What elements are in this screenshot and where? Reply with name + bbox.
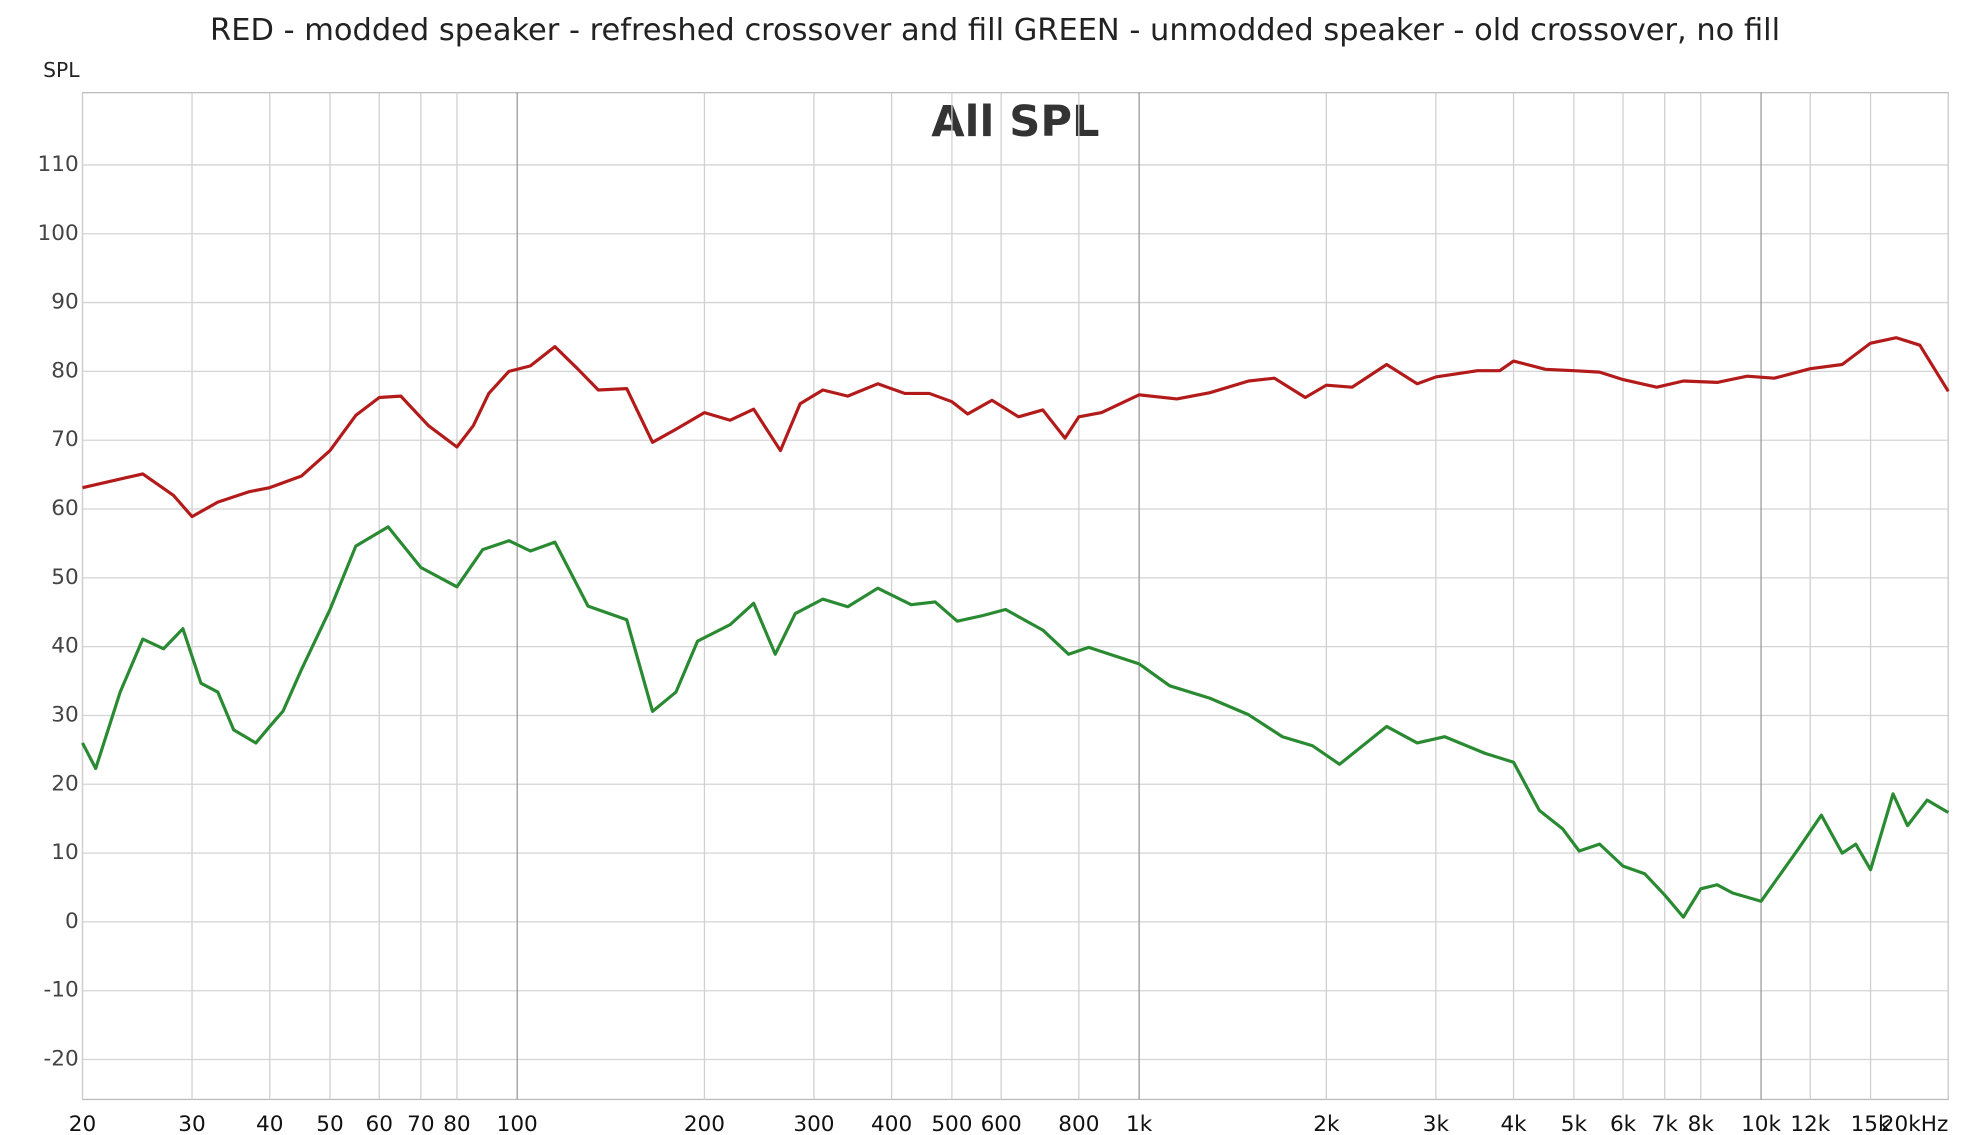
x-tick-label: 20 bbox=[69, 1112, 96, 1135]
x-tick-label: 12k bbox=[1790, 1112, 1830, 1135]
x-tick-label: 5k bbox=[1561, 1112, 1588, 1135]
y-tick-label: 90 bbox=[51, 290, 78, 315]
x-tick-label: 10k bbox=[1741, 1112, 1781, 1135]
x-tick-label: 400 bbox=[871, 1112, 912, 1135]
x-tick-label: 300 bbox=[793, 1112, 834, 1135]
y-tick-label: 40 bbox=[51, 634, 78, 659]
x-tick-label: 30 bbox=[178, 1112, 205, 1135]
x-tick-label: 500 bbox=[931, 1112, 972, 1135]
x-tick-label: 40 bbox=[256, 1112, 283, 1135]
x-tick-label: 20kHz bbox=[1881, 1112, 1948, 1135]
line-series bbox=[82, 336, 1950, 519]
x-tick-label: 15k bbox=[1851, 1112, 1891, 1135]
x-tick-label: 6k bbox=[1610, 1112, 1637, 1135]
y-axis-label: SPL bbox=[43, 58, 80, 82]
x-tick-label: 60 bbox=[366, 1112, 393, 1135]
plot-area bbox=[81, 92, 1949, 1101]
y-tick-label: -10 bbox=[43, 978, 78, 1003]
x-tick-label: 200 bbox=[684, 1112, 725, 1135]
x-tick-label: 2k bbox=[1313, 1112, 1340, 1135]
x-tick-label: 8k bbox=[1688, 1112, 1715, 1135]
y-tick-label: 0 bbox=[65, 909, 79, 934]
x-tick-label: 7k bbox=[1652, 1112, 1679, 1135]
line-series bbox=[81, 525, 1950, 919]
y-tick-label: 30 bbox=[51, 702, 78, 727]
y-tick-label: -20 bbox=[43, 1047, 78, 1072]
x-tick-label: 800 bbox=[1058, 1112, 1099, 1135]
x-tick-label: 4k bbox=[1500, 1112, 1527, 1135]
y-tick-label: 100 bbox=[38, 221, 79, 246]
x-tick-label: 80 bbox=[443, 1112, 470, 1135]
x-tick-label: 100 bbox=[497, 1112, 538, 1135]
x-tick-label: 50 bbox=[316, 1112, 343, 1135]
x-tick-label: 3k bbox=[1423, 1112, 1450, 1135]
x-tick-label: 600 bbox=[981, 1112, 1022, 1135]
y-tick-label: 50 bbox=[51, 565, 78, 590]
x-tick-label: 70 bbox=[407, 1112, 434, 1135]
annotation: All SPL bbox=[931, 97, 1099, 147]
y-tick-label: 10 bbox=[51, 840, 78, 865]
y-tick-label: 80 bbox=[51, 358, 78, 383]
y-tick-label: 60 bbox=[51, 496, 78, 521]
y-tick-label: 20 bbox=[51, 771, 78, 796]
y-tick-label: 70 bbox=[51, 427, 78, 452]
x-tick-label: 1k bbox=[1126, 1112, 1153, 1135]
chart-title: RED - modded speaker - refreshed crossov… bbox=[210, 13, 1780, 48]
y-tick-label: 110 bbox=[38, 152, 79, 177]
